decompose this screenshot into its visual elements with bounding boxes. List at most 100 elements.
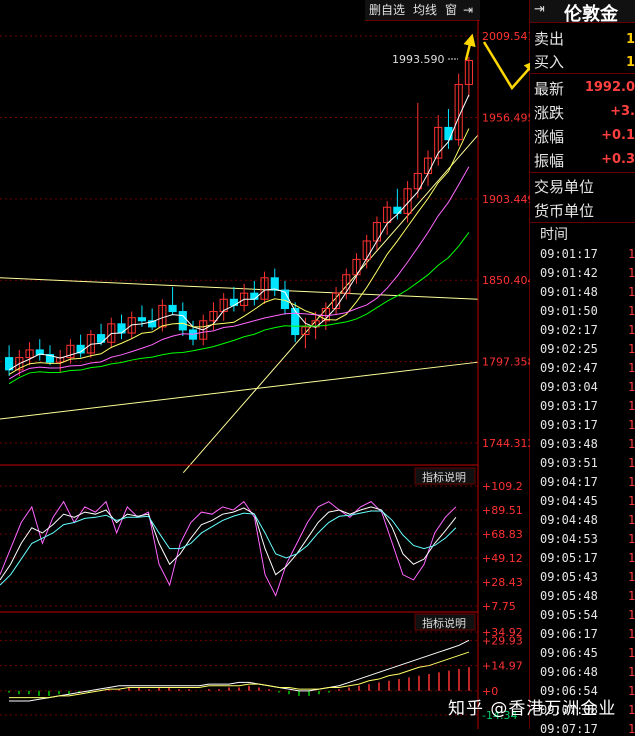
candle-body [342, 274, 351, 294]
tick-time: 09:06:48 [540, 665, 598, 679]
tick-price: 19 [628, 494, 635, 508]
indicator-tick-label: +14.97 [482, 660, 523, 673]
watermark: 知乎 @香港万洲金业 [448, 699, 617, 719]
currency-unit-label: 货币单位 [534, 202, 595, 220]
moving-average-button[interactable]: 均线 [413, 3, 438, 17]
tick-price: 19 [628, 342, 635, 356]
tick-row: 09:06:48 19 [540, 665, 635, 679]
indicator-help-button-bg[interactable] [414, 467, 476, 485]
candle-body [464, 60, 473, 85]
tick-time: 09:05:48 [540, 589, 598, 603]
tick-price: 19 [628, 475, 635, 489]
tick-row: 09:07:17 19 [540, 722, 635, 736]
tick-row: 09:07:08 19 [540, 703, 635, 717]
candle-body [301, 326, 310, 336]
last-label: 最新 [534, 80, 565, 98]
expand-arrow-icon[interactable]: ⇥ [534, 2, 545, 17]
indicator-line-2 [0, 506, 457, 581]
indicator-tick-label: +28.43 [482, 576, 523, 589]
tick-price: 19 [628, 532, 635, 546]
indicator-help-button-bg[interactable] [414, 613, 476, 631]
tick-price: 19 [628, 247, 635, 261]
candle-body [45, 354, 55, 363]
tick-time: 09:03:04 [540, 380, 598, 394]
tick-row: 09:04:48 19 [540, 513, 635, 527]
tick-row: 09:03:04 19 [540, 380, 635, 394]
tick-row: 09:06:54 19 [540, 684, 635, 698]
tick-time: 09:04:48 [540, 513, 598, 527]
window-button[interactable]: 窗 [445, 3, 458, 17]
candle-body [25, 349, 34, 359]
tick-time: 09:07:08 [540, 703, 598, 717]
tick-time: 09:04:53 [540, 532, 598, 546]
candle-body [168, 304, 177, 313]
remove-watchlist-button[interactable]: 删自选 [369, 3, 406, 17]
indicator-line-1 [0, 500, 457, 597]
tick-time: 09:06:54 [540, 684, 598, 698]
tick-price: 19 [628, 570, 635, 584]
tick-time: 09:06:17 [540, 627, 598, 641]
candle-body [219, 298, 228, 313]
tick-time: 09:02:25 [540, 342, 598, 356]
time-header: 时间 [540, 227, 568, 243]
tick-row: 09:06:45 19 [540, 646, 635, 660]
ma-line-ma20 [8, 166, 470, 380]
indicator-line-3 [0, 510, 457, 586]
candle-body [127, 317, 136, 334]
candle-body [270, 277, 279, 291]
indicator-tick-label: +68.83 [482, 528, 523, 541]
buy-label: 买入 [534, 53, 565, 71]
tick-price: 19 [628, 589, 635, 603]
annotation-arrows [463, 33, 530, 91]
macd-dif-line [9, 639, 470, 702]
collapse-arrow-icon[interactable]: ⇥ [463, 3, 474, 17]
tick-row: 09:05:48 19 [540, 589, 635, 603]
tick-row: 09:04:53 19 [540, 532, 635, 546]
candle-body [148, 320, 157, 328]
ma-line-ma10 [8, 128, 470, 375]
candle-body [96, 334, 106, 343]
candle-body [178, 311, 187, 331]
indicator-tick-label: +89.51 [482, 504, 523, 517]
tick-row: 09:02:25 19 [540, 342, 635, 356]
tick-time: 09:05:17 [540, 551, 598, 565]
tick-time: 09:06:45 [540, 646, 598, 660]
sell-value: 1 [625, 32, 635, 47]
candle-body [291, 307, 300, 336]
last-price-label: 1993.590 [392, 53, 445, 66]
tick-price: 19 [628, 285, 635, 299]
trendline [0, 361, 479, 420]
amplitude-label: 振幅 [534, 152, 565, 170]
price-tick-label: 1903.449 [482, 193, 530, 206]
tick-time: 09:05:43 [540, 570, 598, 584]
tick-time: 09:03:17 [540, 418, 598, 432]
candle-body [209, 311, 218, 322]
tick-time: 09:03:17 [540, 399, 598, 413]
candle-body [137, 317, 147, 322]
candle-body [413, 172, 422, 190]
tick-time: 09:03:51 [540, 456, 598, 470]
tick-row: 09:05:54 19 [540, 608, 635, 622]
price-tick-label: 2009.541 [482, 30, 530, 43]
tick-price: 19 [628, 665, 635, 679]
indicator-tick-label: +109.2 [482, 480, 523, 493]
quote-panel: ⇥ 伦敦金 卖出 1 买入 1 最新 1992.0 涨跌 +3. 涨幅 +0.1… [530, 0, 635, 736]
macd-dea-line [9, 651, 470, 699]
indicator-tick-label: +34.92 [482, 626, 523, 639]
price-tick-label: 1956.495 [482, 111, 530, 124]
pct-value: +0.1 [601, 128, 635, 143]
indicator-help-button[interactable]: 指标说明 [422, 470, 466, 484]
tick-row: 09:01:48 19 [540, 285, 635, 299]
tick-price: 19 [628, 627, 635, 641]
tick-row: 09:01:17 19 [540, 247, 635, 261]
candle-body [199, 320, 208, 340]
tick-time: 09:07:17 [540, 722, 598, 736]
candle-body [15, 357, 24, 371]
indicator-help-button[interactable]: 指标说明 [422, 616, 466, 630]
tick-price: 19 [628, 399, 635, 413]
trendline [0, 277, 479, 300]
tick-row: 09:05:43 19 [540, 570, 635, 584]
tick-row: 09:06:17 19 [540, 627, 635, 641]
tick-time: 09:04:45 [540, 494, 598, 508]
indicator-tick-label: +7.75 [482, 600, 516, 613]
